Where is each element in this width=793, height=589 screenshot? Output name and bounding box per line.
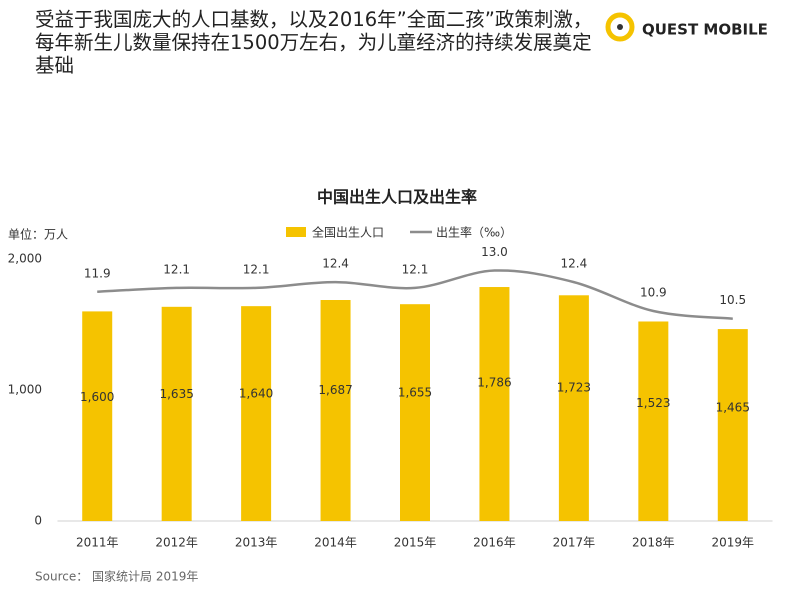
line-value-label: 11.9 <box>84 266 111 280</box>
logo-text: QUEST MOBILE <box>642 21 768 39</box>
logo-icon <box>605 12 635 42</box>
y-tick-label: 0 <box>34 514 42 528</box>
bar <box>638 321 669 521</box>
source: Source： 国家统计局 2019年 <box>35 569 198 584</box>
x-tick-label: 2011年 <box>76 536 119 550</box>
bar-value-label: 1,786 <box>477 375 511 389</box>
bar-value-label: 1,635 <box>159 387 193 401</box>
x-tick-label: 2013年 <box>235 536 278 550</box>
header-title: 受益于我国庞大的人口基数，以及2016年”全面二孩”政策刺激，每年新生儿数量保持… <box>35 8 593 77</box>
bar-value-label: 1,465 <box>716 400 750 414</box>
bar-value-label: 1,640 <box>239 387 273 401</box>
x-tick-label: 2019年 <box>712 536 755 550</box>
legend-label: 全国出生人口 <box>312 225 384 240</box>
unit-label: 单位：万人 <box>8 227 68 242</box>
line-value-label: 10.5 <box>719 293 746 307</box>
legend-swatch <box>286 227 306 237</box>
bar <box>717 329 748 521</box>
bar-value-label: 1,600 <box>80 390 114 404</box>
bar <box>400 304 430 521</box>
line-value-label: 12.4 <box>561 257 588 271</box>
y-tick-label: 2,000 <box>8 252 42 266</box>
x-tick-label: 2016年 <box>473 536 516 550</box>
bar-value-label: 1,723 <box>557 380 591 394</box>
line-value-label: 12.1 <box>402 262 429 276</box>
bar <box>320 300 351 521</box>
line-value-label: 12.1 <box>163 262 190 276</box>
x-tick-label: 2014年 <box>314 536 357 550</box>
x-tick-label: 2017年 <box>553 536 596 550</box>
bar-value-label: 1,687 <box>318 383 352 397</box>
y-tick-label: 1,000 <box>8 383 42 397</box>
line-value-label: 12.1 <box>243 262 270 276</box>
line <box>97 269 733 320</box>
x-tick-label: 2015年 <box>394 536 437 550</box>
x-tick-label: 2012年 <box>155 536 198 550</box>
bar <box>241 306 272 521</box>
x-tick-label: 2018年 <box>632 536 675 550</box>
bar <box>82 311 113 521</box>
bar-value-label: 1,655 <box>398 386 432 400</box>
legend-label: 出生率（‰） <box>436 225 512 240</box>
chart-title: 中国出生人口及出生率 <box>317 188 477 207</box>
bar-value-label: 1,523 <box>636 396 670 410</box>
bar <box>161 306 192 521</box>
line-value-label: 12.4 <box>322 257 349 271</box>
bar <box>558 295 589 521</box>
bar <box>479 287 510 521</box>
logo-icon-dot <box>617 24 623 30</box>
line-value-label: 10.9 <box>640 286 667 300</box>
line-value-label: 13.0 <box>481 245 508 259</box>
